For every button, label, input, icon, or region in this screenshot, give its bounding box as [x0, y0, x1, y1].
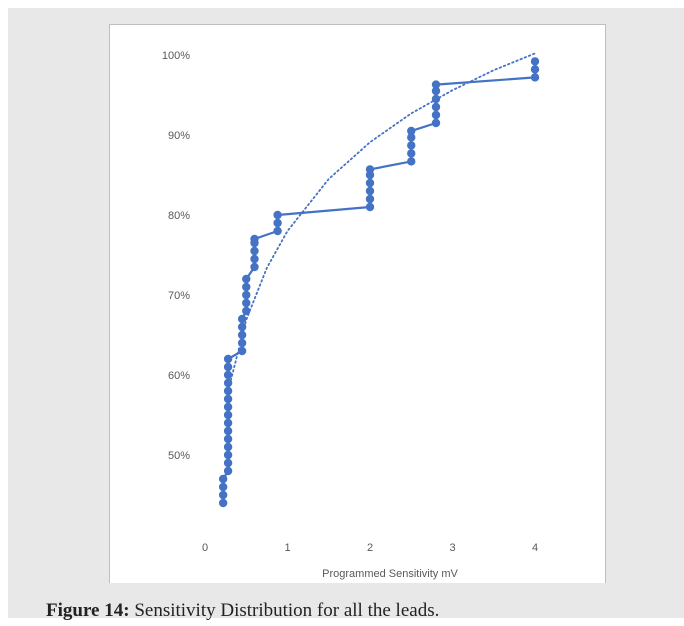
data-point [219, 475, 227, 483]
data-point [432, 103, 440, 111]
data-point [273, 211, 281, 219]
data-point [238, 315, 246, 323]
y-tick-label: 60% [168, 370, 190, 382]
x-tick-label: 1 [284, 542, 290, 554]
data-point [242, 283, 250, 291]
data-point [242, 299, 250, 307]
data-point [242, 307, 250, 315]
data-point [366, 165, 374, 173]
data-point [224, 371, 232, 379]
x-axis-ticks: 0 1 2 3 4 [202, 542, 538, 554]
data-point [224, 379, 232, 387]
y-tick-label: 90% [168, 130, 190, 142]
y-axis-ticks: 50% 60% 70% 80% 90% 100% [162, 50, 190, 462]
series-line [223, 61, 535, 503]
data-series [219, 57, 539, 507]
caption-label: Figure 14: [46, 600, 130, 621]
data-point [224, 419, 232, 427]
data-point [407, 127, 415, 135]
data-point [407, 157, 415, 165]
y-tick-label: 50% [168, 450, 190, 462]
data-point [238, 347, 246, 355]
data-point [219, 491, 227, 499]
data-point [224, 443, 232, 451]
data-point [407, 141, 415, 149]
data-point [224, 387, 232, 395]
data-point [238, 339, 246, 347]
data-point [250, 247, 258, 255]
trendline-path [230, 53, 535, 384]
data-point [432, 80, 440, 88]
data-point [224, 451, 232, 459]
sensitivity-chart: 50% 60% 70% 80% 90% 100% 0 1 2 3 4 Programmed Sen… [110, 25, 605, 583]
data-point [432, 119, 440, 127]
data-point [224, 427, 232, 435]
data-point [432, 95, 440, 103]
data-point [366, 195, 374, 203]
data-point [224, 459, 232, 467]
x-tick-label: 0 [202, 542, 208, 554]
data-point [273, 219, 281, 227]
x-axis-label: Programmed Sensitivity mV [322, 568, 458, 580]
data-point [224, 467, 232, 475]
y-tick-label: 100% [162, 50, 190, 62]
data-point [219, 483, 227, 491]
figure-caption: Figure 14: Sensitivity Distribution for … [46, 600, 439, 622]
data-point [366, 179, 374, 187]
data-point [432, 111, 440, 119]
data-point [242, 291, 250, 299]
data-point [238, 323, 246, 331]
data-point [366, 203, 374, 211]
data-point [242, 275, 250, 283]
figure-panel: 50% 60% 70% 80% 90% 100% 0 1 2 3 4 Programmed Sen… [8, 8, 684, 618]
data-point [407, 149, 415, 157]
data-point [224, 435, 232, 443]
data-point [224, 395, 232, 403]
x-tick-label: 3 [449, 542, 455, 554]
x-tick-label: 4 [532, 542, 538, 554]
caption-text: Sensitivity Distribution for all the lea… [130, 600, 440, 621]
data-point [273, 227, 281, 235]
data-point [531, 65, 539, 73]
data-point [250, 255, 258, 263]
data-point [224, 355, 232, 363]
data-point [250, 235, 258, 243]
data-point [219, 499, 227, 507]
trendline [230, 53, 535, 384]
data-point [250, 263, 258, 271]
y-tick-label: 80% [168, 210, 190, 222]
data-point [224, 411, 232, 419]
y-tick-label: 70% [168, 290, 190, 302]
chart-frame: 50% 60% 70% 80% 90% 100% 0 1 2 3 4 Programmed Sen… [109, 24, 606, 583]
x-tick-label: 2 [367, 542, 373, 554]
data-point [531, 57, 539, 65]
data-point [531, 73, 539, 81]
data-point [224, 403, 232, 411]
data-point [366, 187, 374, 195]
data-point [238, 331, 246, 339]
data-point [224, 363, 232, 371]
